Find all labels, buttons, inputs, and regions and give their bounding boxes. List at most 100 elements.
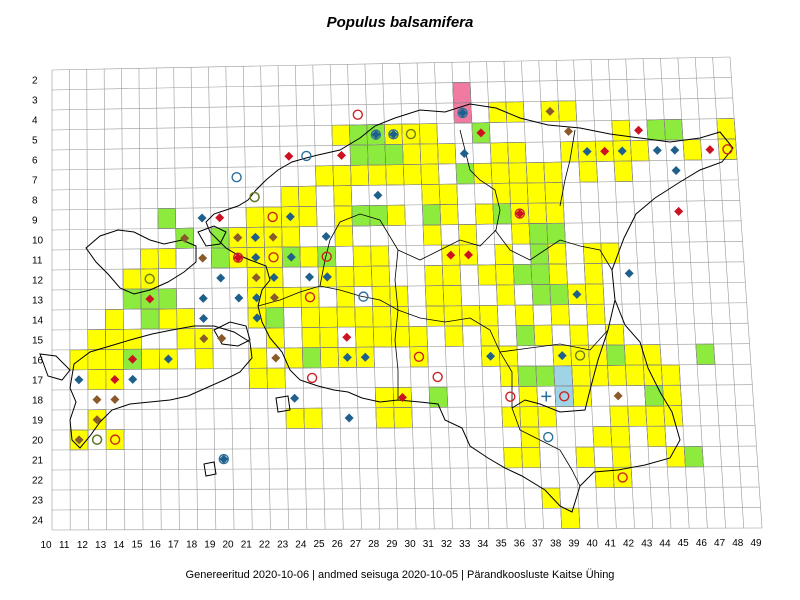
row-label: 19 [32,416,44,427]
red-circle-marker [306,372,318,384]
column-label: 35 [496,539,508,550]
yellow-cell [643,364,663,386]
column-label: 11 [59,540,70,551]
yellow-cell [367,164,387,186]
yellow-cell [87,349,107,371]
blue-diamond-marker [252,293,262,303]
blue-diamond-marker [671,166,681,176]
column-label: 28 [368,539,380,550]
blue-diamond-marker [250,232,260,242]
grid-line-vertical [295,65,308,530]
pink-cell [452,81,472,104]
county-border-2 [394,249,399,400]
column-label: 30 [405,539,417,550]
grid-line-vertical [208,66,217,530]
yellow-cell [266,367,286,389]
grid-line-vertical [138,68,144,530]
yellow-cell [627,405,648,427]
row-label: 3 [32,96,38,107]
column-label: 25 [314,539,326,550]
row-label: 5 [32,136,38,147]
grid-line-horizontal [51,261,744,271]
yellow-cell [375,407,395,429]
yellow-cell [354,306,374,328]
green-cell [528,223,549,245]
green-cell [317,246,337,268]
yellow-cell [541,487,562,509]
column-label: 44 [659,538,671,549]
column-label: 38 [550,539,562,550]
yellow-cell [265,327,285,349]
row-label: 4 [32,116,38,127]
yellow-cell [571,365,592,387]
blue-circle-marker [388,129,399,140]
red-diamond-marker [233,253,243,263]
yellow-cell [545,202,565,224]
blue-circle-marker [301,150,312,162]
row-label: 15 [32,336,44,347]
blue-diamond-marker [74,375,84,385]
yellow-cell [87,329,107,351]
cross-marker [541,391,552,402]
yellow-cell [298,205,318,228]
column-label: 15 [131,540,143,551]
yellow-cell [589,365,609,387]
olive-circle-marker [574,350,586,361]
red-circle-marker [617,472,628,483]
red-diamond-marker [446,250,456,260]
grid-line-vertical [677,57,708,529]
blue-diamond-marker [199,313,209,323]
county-border-1 [397,129,501,261]
blue-diamond-marker [286,252,296,262]
yellow-cell [623,344,644,366]
hiiumaa-outline [85,229,197,295]
column-axis-labels: 10 11 12 13 14 15 16 17 18 19 20 21 22 23 24 25 26 27 28 29… [40,538,762,551]
yellow-cell [548,263,568,285]
yellow-cell [105,308,124,330]
blue-diamond-marker [486,351,496,361]
blue-diamond-marker [670,145,680,155]
blue-diamond-marker [198,293,208,303]
grid-line-vertical [225,66,235,530]
grid-line-horizontal [51,363,751,371]
green-cell [122,288,142,310]
grid-line-vertical [712,57,745,529]
column-label: 13 [95,540,107,551]
yellow-cell [422,224,442,246]
yellow-cell [421,183,441,206]
yellow-cell [665,446,686,468]
red-circle-marker [352,109,363,120]
grid-line-horizontal [51,241,743,251]
column-label: 42 [623,538,635,549]
grid-line-horizontal [51,220,742,231]
yellow-cell [390,305,410,328]
yellow-cell [521,446,541,469]
grid-line-horizontal [51,118,735,131]
muhu-outline [213,321,251,347]
yellow-cell [285,407,305,429]
blue-diamond-marker [373,190,383,200]
yellow-cell [264,246,283,268]
column-label: 33 [459,539,471,550]
yellow-cell [409,346,429,368]
yellow-cell [87,369,107,391]
occurrence-markers [74,106,733,483]
red-circle-marker [722,144,733,155]
brown-diamond-marker [268,232,278,242]
grid-line-vertical [312,64,326,530]
grid-line-vertical [694,57,726,529]
blue-diamond-marker [305,272,315,282]
footer-credits: Genereeritud 2020-10-06 | andmed seisuga… [185,569,615,581]
grid-line-vertical [399,63,417,529]
yellow-cell [514,304,535,326]
grid-line-vertical [468,61,490,529]
row-label: 24 [32,516,44,527]
blue-diamond-marker [459,148,469,158]
green-cell [646,119,666,141]
grid-line-vertical [434,62,453,529]
yellow-cell [646,425,667,448]
yellow-cell [280,186,300,208]
yellow-cell [385,164,405,186]
green-cell [421,204,442,226]
